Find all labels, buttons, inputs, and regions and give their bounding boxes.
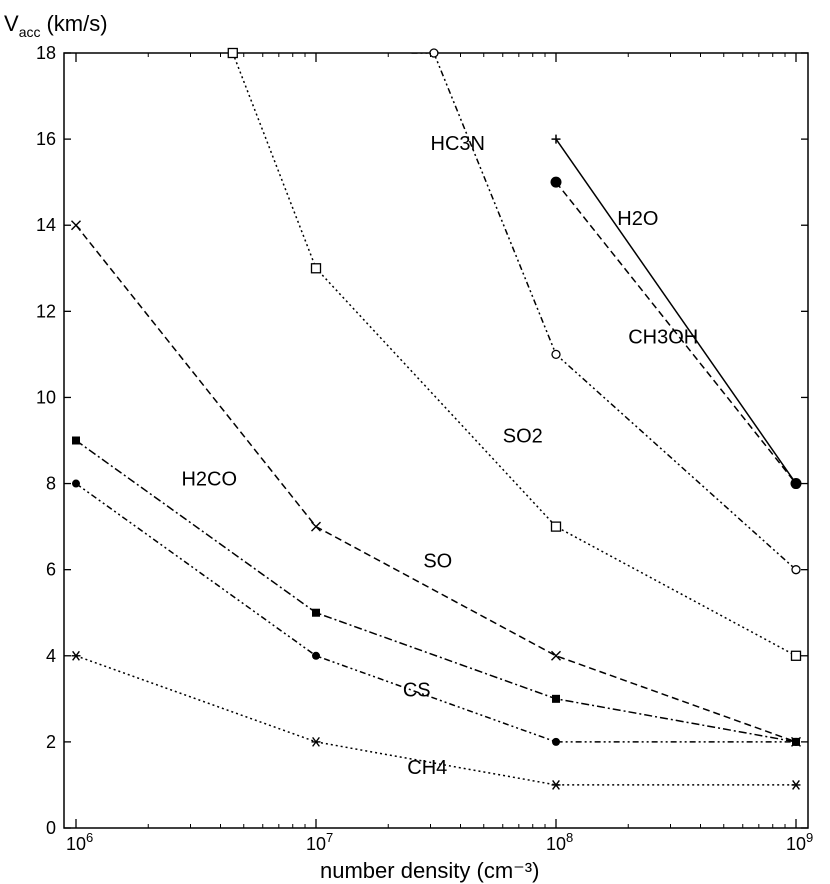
x-axis-title: number density (cm⁻³) xyxy=(320,858,539,883)
series-label-h2o: H2O xyxy=(617,208,658,230)
series-so-point xyxy=(551,650,561,661)
y-tick-label: 8 xyxy=(46,474,56,494)
series-cs-point xyxy=(72,479,80,488)
series-cs-point xyxy=(792,737,800,746)
series-h2co-point xyxy=(312,608,320,617)
series-label-ch3oh: CH3OH xyxy=(628,327,698,349)
series-ch3oh-point xyxy=(429,48,439,58)
y-tick-label: 16 xyxy=(36,129,56,149)
x-tick-label: 106 xyxy=(66,830,93,854)
series-series-2-point xyxy=(790,478,802,490)
series-label-h2co: H2CO xyxy=(181,469,237,491)
series-line-ch3oh xyxy=(433,53,797,571)
series-line-series-2 xyxy=(555,181,797,485)
x-tick-label: 108 xyxy=(546,830,573,854)
y-tick-label: 2 xyxy=(46,732,56,752)
y-tick-label: 0 xyxy=(46,818,56,838)
series-series-2-point xyxy=(550,176,562,188)
series-ch3oh-point xyxy=(791,565,801,575)
y-tick-label: 4 xyxy=(46,646,56,666)
series-ch4-point xyxy=(791,780,801,790)
series-label-ch4: CH4 xyxy=(407,757,447,779)
plot-frame xyxy=(63,52,809,829)
series-line-h2o xyxy=(555,138,797,485)
series-so2-point xyxy=(227,47,238,59)
series-h2co-point xyxy=(72,436,80,445)
series-line-so xyxy=(75,224,797,743)
series-so2-point xyxy=(550,521,562,532)
x-tick-label: 109 xyxy=(786,830,813,854)
series-so-point xyxy=(71,220,81,231)
x-tick-label: 107 xyxy=(306,830,333,854)
series-label-hc3n: HC3N xyxy=(431,133,485,155)
y-tick-label: 18 xyxy=(36,43,56,63)
series-h2co-point xyxy=(552,694,560,703)
series-so-point xyxy=(311,521,321,532)
series-cs-point xyxy=(552,737,560,746)
series-line-ch4 xyxy=(75,655,796,786)
y-tick-label: 12 xyxy=(36,301,56,321)
series-label-cs: CS xyxy=(403,680,431,702)
series-line-h2co xyxy=(75,439,797,743)
series-h2o-point xyxy=(551,134,561,144)
y-axis-title: Vacc (km/s) xyxy=(4,11,108,40)
series-ch3oh-point xyxy=(551,349,561,360)
y-tick-label: 6 xyxy=(46,560,56,580)
y-tick-label: 14 xyxy=(36,215,56,235)
series-so2-point xyxy=(790,650,802,661)
series-line-so2 xyxy=(232,53,797,657)
series-ch4-point xyxy=(551,780,561,790)
series-label-so: SO xyxy=(423,551,452,573)
series-ch4-point xyxy=(71,650,81,661)
series-ch4-point xyxy=(311,736,321,747)
series-label-so2: SO2 xyxy=(503,426,543,448)
series-line-cs xyxy=(75,482,796,743)
series-so2-point xyxy=(310,263,322,274)
series-cs-point xyxy=(312,651,320,660)
y-tick-label: 10 xyxy=(36,387,56,407)
